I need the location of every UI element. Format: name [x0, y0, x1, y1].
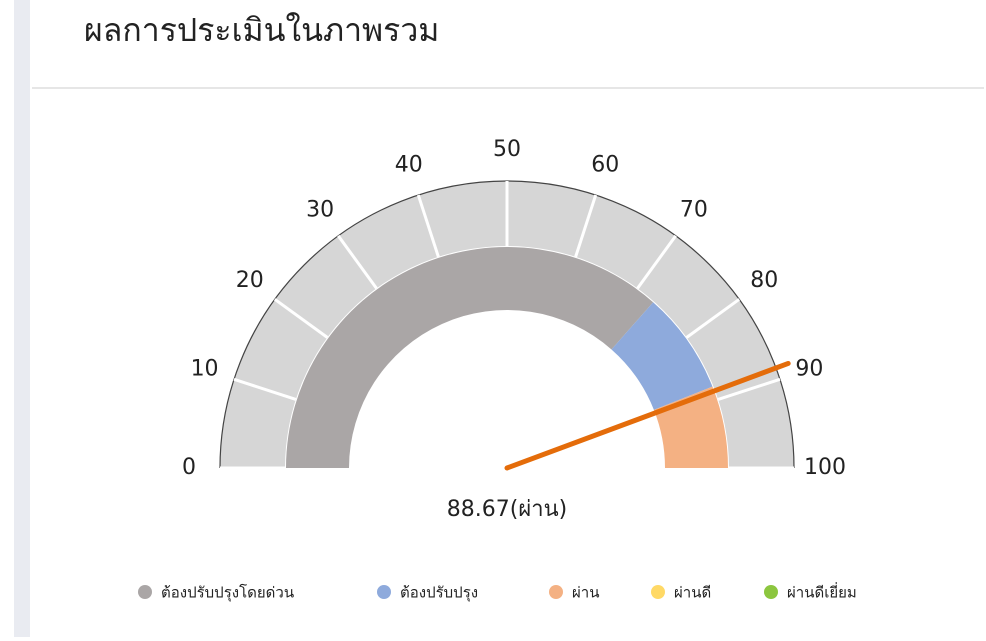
tick-label: 80 — [750, 268, 778, 293]
side-bar — [14, 0, 30, 637]
needle — [504, 360, 791, 471]
chart-title: ผลการประเมินในภาพรวม — [84, 11, 439, 49]
tick-label: 70 — [680, 198, 708, 223]
legend-swatch — [764, 585, 778, 599]
tick-line — [717, 377, 781, 401]
tick-label: 30 — [306, 198, 334, 223]
band — [286, 247, 654, 468]
value-label: 88.67(ผ่าน) — [447, 497, 567, 522]
tick-line — [233, 377, 297, 401]
band — [611, 302, 713, 410]
tick-line — [337, 234, 378, 290]
tick-line — [574, 194, 598, 258]
tick-label: 0 — [182, 455, 196, 480]
tick-label: 50 — [493, 137, 521, 162]
legend-swatch — [377, 585, 391, 599]
legend-swatch — [651, 585, 665, 599]
legend-label: ต้องปรับปรุงโดยด่วน — [161, 584, 294, 603]
tick-line — [685, 298, 741, 339]
legend-swatch — [138, 585, 152, 599]
legend-label: ผ่าน — [572, 584, 599, 602]
legend-swatch — [549, 585, 563, 599]
tick-label: 100 — [804, 455, 846, 480]
tick-line — [273, 298, 329, 339]
tick-label: 10 — [191, 357, 219, 382]
card — [32, 0, 984, 637]
tick-line — [636, 234, 677, 290]
legend-label: ต้องปรับปรุง — [400, 584, 478, 603]
legend-label: ผ่านดีเยี่ยม — [787, 582, 857, 602]
tick-label: 20 — [236, 268, 264, 293]
legend-label: ผ่านดี — [674, 584, 711, 602]
tick-label: 40 — [395, 153, 423, 178]
tick-label: 90 — [795, 357, 823, 382]
tick-label: 60 — [591, 153, 619, 178]
tick-line — [416, 194, 440, 258]
scale-ring — [220, 181, 794, 468]
